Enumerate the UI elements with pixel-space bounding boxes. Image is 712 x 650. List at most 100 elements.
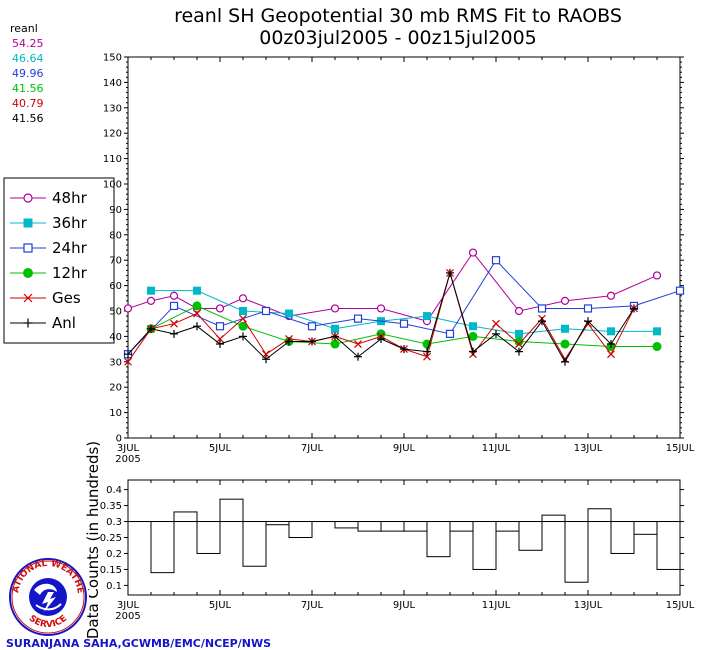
- main-plot-axes: 0 10 20 30 40 50 60 70 80 90 100 110 120 130 140 150 3JU…: [103, 53, 695, 466]
- data-point: [23, 193, 33, 203]
- legend-item-48hr: 48hr: [10, 189, 88, 207]
- stats-header: reanl: [10, 22, 38, 35]
- legend-label: Anl: [52, 314, 76, 332]
- data-point: [653, 327, 661, 336]
- credit-text: SURANJANA SAHA,GCWMB/EMC/NCEP/NWS: [6, 637, 271, 650]
- y-tick-label: 20: [109, 383, 122, 394]
- data-point: [515, 329, 523, 338]
- count-bar: [242, 521, 267, 567]
- data-point: [170, 329, 178, 338]
- data-point: [331, 324, 339, 333]
- data-point: [124, 350, 132, 359]
- count-bar: [610, 521, 635, 554]
- data-point: [399, 319, 409, 328]
- data-point: [169, 291, 179, 300]
- stat-ges: 40.79: [12, 97, 44, 110]
- data-point: [147, 286, 155, 295]
- data-point: [331, 332, 339, 341]
- data-point: [446, 268, 454, 277]
- x-tick-label: 7JUL: [301, 443, 324, 454]
- summary-stats: reanl 54.25 46.64 49.96 41.56 40.79 41.5…: [10, 22, 44, 125]
- data-point: [238, 321, 248, 331]
- count-bar: [587, 508, 612, 523]
- y-tick-label: 10: [109, 408, 122, 419]
- data-point: [124, 357, 132, 366]
- legend-label: 48hr: [52, 189, 88, 207]
- x-tick-label: 3JUL: [117, 600, 140, 611]
- y-tick-label: 50: [109, 307, 122, 318]
- data-point: [23, 268, 33, 278]
- count-bar: [403, 521, 428, 532]
- count-bar: [219, 498, 244, 523]
- legend-label: 24hr: [52, 239, 88, 257]
- x-tick-label: 11JUL: [482, 443, 511, 454]
- stat-12hr: 41.56: [12, 82, 44, 95]
- chart-title: reanl SH Geopotential 30 mb RMS Fit to R…: [174, 5, 622, 27]
- data-point: [216, 340, 224, 349]
- count-plot-ylabel: Data Counts (in hundreds): [84, 441, 102, 639]
- x-tick-sublabel: 2005: [115, 611, 140, 622]
- count-y-tick-label: 0.2: [106, 549, 122, 560]
- data-point: [262, 355, 270, 364]
- x-tick-label: 5JUL: [209, 443, 232, 454]
- count-bar: [426, 521, 451, 558]
- data-point: [239, 314, 247, 323]
- count-bar: [288, 521, 313, 538]
- x-tick-label: 5JUL: [209, 600, 232, 611]
- y-tick-label: 40: [109, 332, 122, 343]
- data-point: [468, 248, 478, 257]
- logo-inner-ring: [11, 560, 85, 634]
- data-point: [515, 347, 523, 356]
- count-bar: [334, 521, 359, 529]
- y-tick-label: 60: [109, 281, 122, 292]
- count-y-tick-label: 0.3: [106, 517, 122, 528]
- count-y-tick-label: 0.4: [106, 485, 122, 496]
- stat-24hr: 49.96: [12, 67, 44, 80]
- data-point: [23, 293, 33, 303]
- series-48hr: [123, 248, 662, 326]
- data-point: [560, 339, 570, 349]
- main-plot-frame: [127, 56, 681, 439]
- legend-box: [3, 177, 115, 344]
- data-point: [630, 304, 638, 313]
- data-point: [652, 271, 662, 280]
- data-point: [261, 306, 271, 316]
- data-point: [23, 318, 33, 328]
- y-tick-label: 90: [109, 205, 122, 216]
- data-point: [445, 329, 455, 338]
- data-point: [23, 243, 33, 253]
- data-point: [469, 347, 477, 356]
- lightning-icon: [42, 592, 56, 612]
- wind-icon: [35, 603, 62, 611]
- data-point: [469, 322, 477, 331]
- count-bar: [564, 521, 589, 583]
- series-anl: [124, 268, 638, 366]
- count-bar: [518, 521, 543, 551]
- x-tick-label: 9JUL: [393, 600, 416, 611]
- legend: 48hr 36hr 24hr 12hr Ges Anl: [3, 177, 115, 344]
- count-bar: [633, 521, 658, 535]
- count-plot-axes: 0.1 0.15 0.2 0.25 0.3 0.35 0.4 3JUL 5JUL 7JUL 9JUL…: [100, 480, 695, 622]
- data-point: [514, 306, 524, 316]
- x-tick-label: 7JUL: [301, 600, 324, 611]
- data-point: [123, 304, 133, 313]
- data-point: [330, 304, 340, 313]
- data-point: [400, 345, 408, 354]
- data-point: [560, 296, 570, 305]
- data-point: [423, 312, 431, 321]
- data-point: [169, 301, 179, 311]
- data-point: [584, 317, 592, 326]
- count-bar: [196, 521, 221, 554]
- legend-label: 36hr: [52, 214, 88, 232]
- legend-item-12hr: 12hr: [10, 264, 88, 282]
- x-tick-label: 3JUL: [117, 443, 140, 454]
- stat-36hr: 46.64: [12, 52, 44, 65]
- data-point: [468, 331, 478, 341]
- data-point: [514, 336, 524, 346]
- data-point: [193, 286, 201, 295]
- data-point: [216, 335, 224, 343]
- count-bar: [173, 511, 198, 523]
- count-bar: [150, 521, 175, 574]
- data-point: [583, 304, 593, 313]
